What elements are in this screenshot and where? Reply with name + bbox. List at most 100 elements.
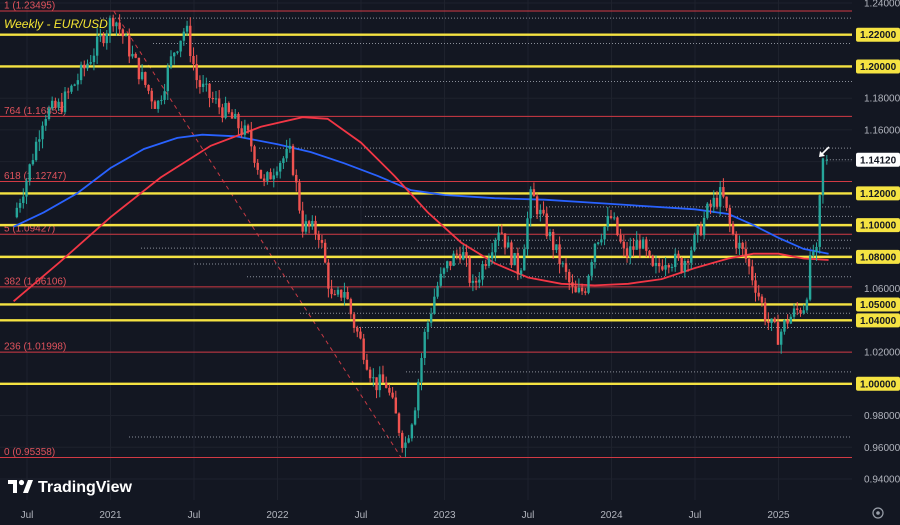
candle-body-66 — [227, 103, 231, 113]
candle-body-202 — [664, 265, 667, 270]
candle-131 — [436, 281, 439, 299]
time-tick-3: 2022 — [266, 510, 289, 521]
candle-209 — [686, 258, 690, 272]
candle-180 — [593, 242, 597, 269]
candle-body-127 — [423, 331, 426, 359]
candle-body-232 — [760, 296, 764, 303]
candle-188 — [619, 228, 622, 244]
settings-gear-icon[interactable] — [872, 507, 884, 519]
candle-30 — [111, 14, 115, 32]
candle-body-94 — [317, 234, 320, 240]
candle-77 — [262, 174, 266, 187]
candle-body-164 — [542, 209, 545, 214]
candle-body-158 — [523, 249, 526, 271]
candle-body-220 — [722, 187, 725, 197]
candle-83 — [282, 156, 285, 169]
last-price-tag: 1.14120 — [860, 155, 897, 166]
candle-138 — [458, 246, 462, 264]
candle-17 — [70, 84, 73, 94]
time-tick-6: Jul — [522, 510, 535, 521]
candle-153 — [507, 236, 510, 248]
candle-7 — [38, 130, 41, 151]
candle-body-119 — [397, 413, 401, 433]
candle-230 — [754, 272, 757, 302]
candle-194 — [638, 234, 642, 258]
candle-207 — [680, 256, 683, 274]
candle-body-126 — [420, 358, 423, 382]
candle-body-179 — [590, 261, 593, 276]
candle-175 — [577, 278, 581, 294]
candle-body-18 — [73, 84, 76, 86]
candle-body-190 — [625, 248, 629, 258]
candle-89 — [301, 201, 304, 238]
fib-level-label-5: 236 (1.01998) — [4, 342, 66, 353]
candle-212 — [696, 224, 699, 243]
candle-body-168 — [555, 244, 558, 251]
candle-4 — [28, 163, 31, 186]
candle-body-23 — [89, 62, 92, 64]
candle-body-26 — [99, 35, 102, 37]
candle-24 — [92, 48, 96, 71]
candle-body-64 — [221, 107, 224, 118]
candle-51 — [179, 40, 182, 58]
candle-132 — [439, 267, 442, 288]
candle-body-228 — [747, 258, 751, 267]
candle-body-107 — [359, 331, 362, 339]
candle-body-248 — [812, 251, 815, 256]
candle-body-206 — [677, 253, 680, 259]
candle-body-39 — [140, 72, 144, 80]
candle-body-161 — [532, 189, 536, 197]
candle-165 — [545, 207, 548, 240]
candle-body-237 — [776, 322, 780, 345]
level-tag-bg-0 — [856, 27, 900, 42]
candle-68 — [234, 109, 237, 119]
level-tag-bg-4 — [856, 249, 900, 264]
candle-body-74 — [253, 146, 256, 163]
level-tag-bg-3 — [856, 218, 900, 233]
candle-body-40 — [144, 72, 147, 85]
candle-body-78 — [266, 172, 269, 181]
candle-73 — [250, 121, 253, 152]
candle-33 — [121, 28, 125, 44]
candle-246 — [805, 297, 809, 313]
candle-250 — [818, 194, 821, 254]
candle-189 — [622, 234, 626, 257]
candle-body-224 — [735, 234, 738, 248]
candle-body-17 — [70, 85, 73, 92]
candle-body-203 — [667, 265, 670, 268]
candle-31 — [115, 21, 118, 36]
candle-body-231 — [757, 292, 760, 297]
fib-level-label-0: 1 (1.23495) — [4, 1, 55, 12]
candle-body-176 — [580, 287, 584, 292]
candle-body-150 — [497, 232, 500, 240]
candle-37 — [134, 52, 137, 59]
candle-body-146 — [484, 263, 487, 266]
time-tick-7: 2024 — [600, 510, 623, 521]
candle-41 — [147, 84, 150, 95]
candle-body-4 — [28, 164, 31, 181]
candle-body-14 — [60, 101, 64, 112]
level-tag-bg-5 — [856, 297, 900, 312]
candle-218 — [715, 190, 719, 210]
candle-body-59 — [205, 83, 208, 85]
candle-body-234 — [767, 321, 770, 324]
candle-238 — [779, 328, 783, 354]
candle-body-235 — [770, 318, 773, 324]
candle-body-87 — [295, 174, 298, 183]
candle-11 — [50, 96, 54, 111]
level-tag-3: 1.10000 — [860, 221, 897, 232]
candle-body-0 — [15, 207, 19, 218]
candle-body-42 — [150, 90, 153, 102]
candle-body-21 — [83, 64, 86, 69]
level-tag-2: 1.12000 — [860, 189, 897, 200]
candle-177 — [584, 287, 587, 296]
candle-body-250 — [818, 195, 821, 247]
candle-172 — [568, 269, 571, 290]
time-axis-bg — [0, 500, 900, 525]
candle-body-209 — [686, 261, 690, 263]
candle-body-73 — [250, 130, 253, 147]
candle-body-201 — [661, 266, 664, 270]
candle-body-46 — [163, 91, 166, 100]
candle-body-156 — [516, 253, 520, 275]
